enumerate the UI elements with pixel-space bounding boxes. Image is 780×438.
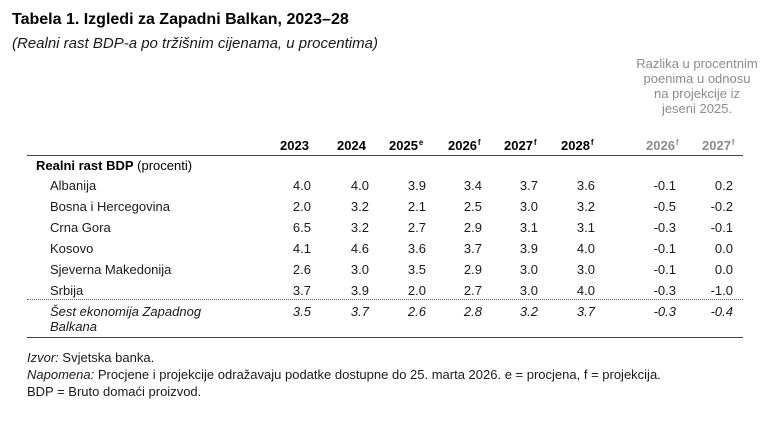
- table-cell: 3.0: [519, 283, 538, 298]
- column-header: 2026f: [448, 138, 481, 153]
- table-cell: 4.1: [292, 241, 311, 256]
- difference-note-line: Razlika u procentnim: [636, 56, 758, 71]
- table-cell: 2.7: [463, 283, 482, 298]
- source-footnote: Izvor: Svjetska banka.: [27, 350, 155, 365]
- total-rule: [27, 299, 743, 300]
- total-cell: -0.3: [653, 304, 676, 319]
- table-cell: -0.1: [710, 220, 733, 235]
- column-header: 2027f: [504, 138, 537, 153]
- table-subtitle: (Realni rast BDP-a po tržišnim cijenama,…: [12, 35, 378, 52]
- table-cell: 3.6: [407, 241, 426, 256]
- table-title: Tabela 1. Izgledi za Zapadni Balkan, 202…: [12, 11, 349, 28]
- total-cell: 2.6: [407, 304, 426, 319]
- total-cell: 2.8: [463, 304, 482, 319]
- row-label: Crna Gora: [50, 220, 111, 235]
- table-cell: 2.9: [463, 262, 482, 277]
- table-cell: 3.7: [292, 283, 311, 298]
- table-cell: 3.6: [576, 178, 595, 193]
- column-header-difference: 2027f: [702, 138, 735, 153]
- table-cell: 3.2: [576, 199, 595, 214]
- table-cell: 2.1: [407, 199, 426, 214]
- total-cell: 3.5: [292, 304, 311, 319]
- column-header: 2028f: [561, 138, 594, 153]
- table-cell: 3.5: [407, 262, 426, 277]
- row-label: Albanija: [50, 178, 97, 193]
- difference-note: Razlika u procentnim poenima u odnosu na…: [626, 56, 768, 116]
- table-cell: 3.9: [407, 178, 426, 193]
- section-heading: Realni rast BDP (procenti): [36, 158, 193, 173]
- total-row-label: Šest ekonomija Zapadnog Balkana: [50, 304, 202, 334]
- table-cell: 3.1: [576, 220, 595, 235]
- bdp-footnote: BDP = Bruto domaći proizvod.: [27, 384, 202, 399]
- table-cell: 4.0: [576, 241, 595, 256]
- table-cell: 3.9: [350, 283, 369, 298]
- total-cell: -0.4: [710, 304, 733, 319]
- table-cell: -0.2: [710, 199, 733, 214]
- table-cell: 2.0: [292, 199, 311, 214]
- table-cell: 3.0: [576, 262, 595, 277]
- table-cell: -0.1: [653, 262, 676, 277]
- table-cell: 0.0: [714, 262, 733, 277]
- row-label: Sjeverna Makedonija: [50, 262, 172, 277]
- column-header: 2025e: [389, 138, 424, 153]
- header-rule: [27, 155, 743, 156]
- column-header: 2023: [280, 138, 309, 153]
- table-cell: 6.5: [292, 220, 311, 235]
- row-label: Kosovo: [50, 241, 94, 256]
- table-cell: 2.6: [292, 262, 311, 277]
- table-cell: 2.5: [463, 199, 482, 214]
- table-cell: -0.3: [653, 283, 676, 298]
- row-label: Srbija: [50, 283, 84, 298]
- table-cell: -0.5: [653, 199, 676, 214]
- difference-note-line: jeseni 2025.: [661, 101, 733, 116]
- table-cell: 4.0: [576, 283, 595, 298]
- table-cell: -1.0: [710, 283, 733, 298]
- total-cell: 3.2: [519, 304, 538, 319]
- table-cell: 3.0: [519, 199, 538, 214]
- bottom-rule: [27, 337, 743, 338]
- table-cell: 3.1: [519, 220, 538, 235]
- total-cell: 3.7: [576, 304, 595, 319]
- table-cell: 3.9: [519, 241, 538, 256]
- note-footnote: Napomena: Procjene i projekcije odražava…: [27, 367, 661, 382]
- difference-note-line: poenima u odnosu: [643, 71, 751, 86]
- table-cell: 0.2: [714, 178, 733, 193]
- table-cell: 0.0: [714, 241, 733, 256]
- table-cell: 4.0: [350, 178, 369, 193]
- table-cell: -0.1: [653, 241, 676, 256]
- row-label: Bosna i Hercegovina: [50, 199, 170, 214]
- column-header: 2024: [337, 138, 366, 153]
- table-cell: 3.2: [350, 199, 369, 214]
- column-header-difference: 2026f: [646, 138, 679, 153]
- table-cell: 4.6: [350, 241, 369, 256]
- table-cell: 2.7: [407, 220, 426, 235]
- table-cell: 2.0: [407, 283, 426, 298]
- table-cell: 2.9: [463, 220, 482, 235]
- table-cell: -0.1: [653, 178, 676, 193]
- table-cell: 3.4: [463, 178, 482, 193]
- table-cell: 3.0: [350, 262, 369, 277]
- table-cell: 3.7: [519, 178, 538, 193]
- table-cell: 3.0: [519, 262, 538, 277]
- table-cell: 4.0: [292, 178, 311, 193]
- table-cell: -0.3: [653, 220, 676, 235]
- table-cell: 3.2: [350, 220, 369, 235]
- total-cell: 3.7: [350, 304, 369, 319]
- table-cell: 3.7: [463, 241, 482, 256]
- difference-note-line: na projekcije iz: [654, 86, 740, 101]
